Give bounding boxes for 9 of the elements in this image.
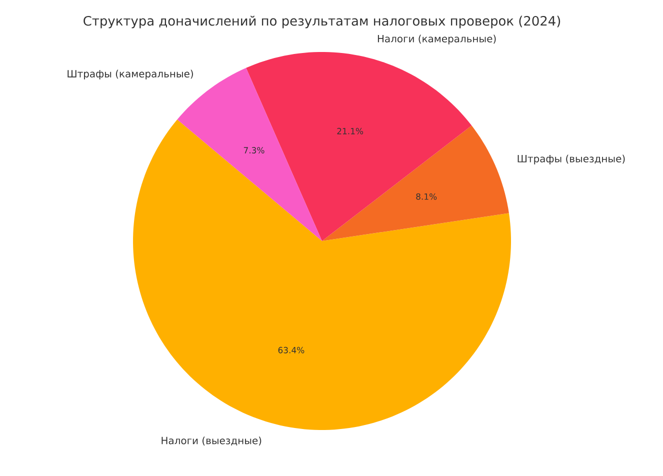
data-label: 63.4% bbox=[278, 346, 304, 354]
slice-label: Налоги (камеральные) bbox=[378, 34, 496, 44]
data-label: 8.1% bbox=[416, 193, 437, 200]
slice-label: Штрафы (камеральные) bbox=[68, 70, 193, 80]
slice-label: Налоги (выездные) bbox=[162, 436, 262, 446]
data-label: 21.1% bbox=[337, 128, 364, 134]
slice-label: Штрафы (выездные) bbox=[518, 154, 625, 164]
data-label: 7.3% bbox=[244, 147, 264, 154]
chart-title: Структура доначислений по результатам налоговых проверок (2024) bbox=[84, 16, 560, 28]
